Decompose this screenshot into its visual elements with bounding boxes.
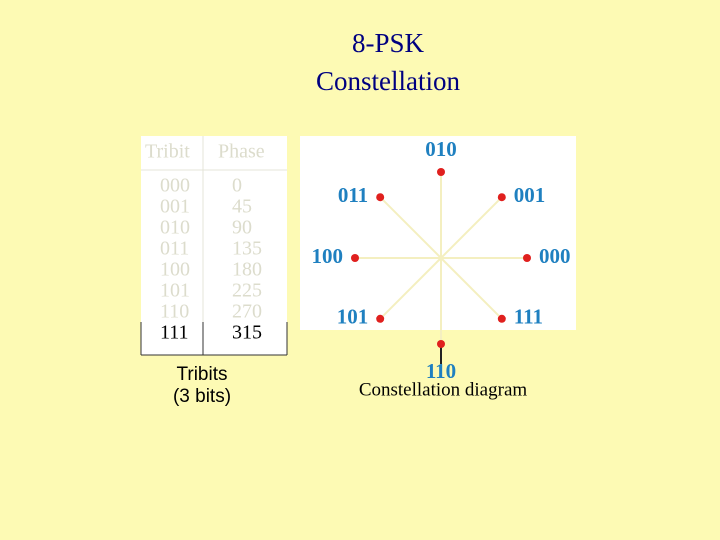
phase-cell: 225: [232, 280, 262, 302]
point-label: 101: [337, 305, 369, 329]
spoke: [379, 196, 442, 259]
table-caption: Tribits: [176, 364, 227, 385]
tribit-cell: 001: [160, 196, 190, 218]
phase-cell: 315: [232, 322, 262, 344]
tribit-cell: 101: [160, 280, 190, 302]
tribit-cell: 000: [160, 175, 190, 197]
diagram-caption: Constellation diagram: [359, 379, 528, 400]
phase-cell: 0: [232, 175, 242, 197]
point-label: 000: [539, 244, 571, 268]
table-caption: (3 bits): [173, 386, 231, 407]
constellation-point: [497, 193, 506, 202]
tribit-cell: 010: [160, 217, 190, 239]
table-box: [141, 136, 287, 355]
constellation: 000 001 010 011 100 101 110 111: [312, 137, 571, 383]
constellation-point: [437, 168, 445, 176]
tribit-cell: 111: [160, 322, 189, 344]
constellation-point: [497, 314, 506, 323]
point-label: 110: [426, 359, 456, 383]
constellation-point: [376, 314, 385, 323]
tribit-cell: 100: [160, 259, 190, 281]
diagram-box: [300, 136, 576, 330]
phase-cell: 270: [232, 301, 262, 323]
point-label: 111: [514, 305, 543, 329]
constellation-point: [437, 340, 445, 348]
point-label: 100: [312, 244, 344, 268]
phase-cell: 90: [232, 217, 252, 239]
phase-cell: 45: [232, 196, 252, 218]
point-label: 001: [514, 183, 546, 207]
spoke: [379, 257, 442, 320]
constellation-point: [376, 193, 385, 202]
point-label: 010: [425, 137, 457, 161]
constellation-point: [351, 254, 359, 262]
tribit-cell: 011: [160, 238, 189, 260]
constellation-point: [523, 254, 531, 262]
spoke: [440, 196, 503, 259]
tribit-cell: 110: [160, 301, 189, 323]
phase-cell: 180: [232, 259, 262, 281]
title-line: Constellation: [316, 66, 460, 96]
title-line: 8-PSK: [352, 28, 425, 58]
table-header: Tribit: [145, 141, 190, 163]
point-label: 011: [338, 183, 368, 207]
spoke: [440, 257, 503, 320]
table-header: Phase: [218, 141, 265, 163]
phase-cell: 135: [232, 238, 262, 260]
